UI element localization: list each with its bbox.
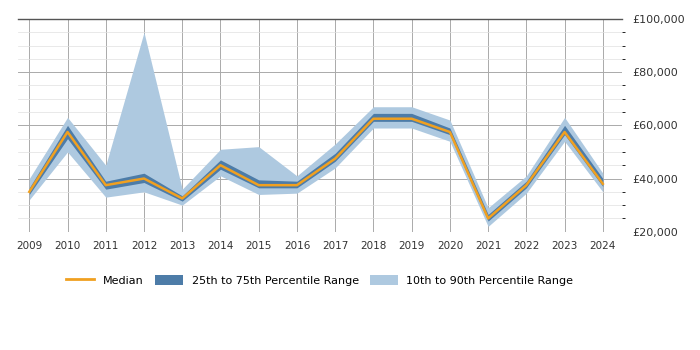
Legend: Median, 25th to 75th Percentile Range, 10th to 90th Percentile Range: Median, 25th to 75th Percentile Range, 1…	[62, 270, 578, 290]
